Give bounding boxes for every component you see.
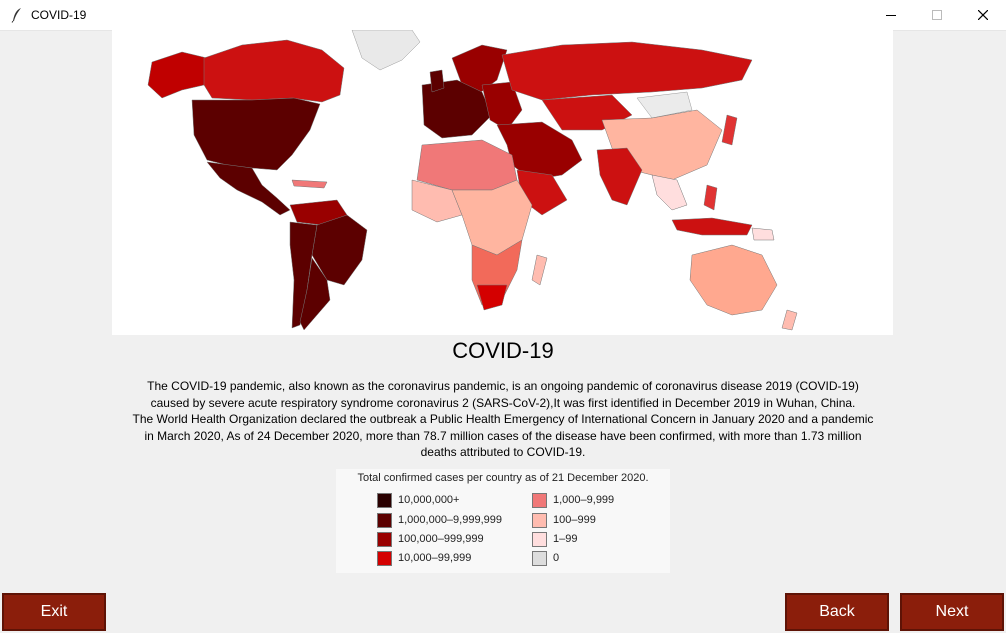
legend-swatch [377,513,392,528]
usa [191,97,321,171]
legend-title: Total confirmed cases per country as of … [357,472,649,484]
mongolia [636,91,693,119]
close-icon [978,10,988,20]
legend-swatch [532,513,547,528]
mexico [206,161,291,216]
back-button[interactable]: Back [785,593,889,631]
western-europe [421,79,493,139]
close-button[interactable] [960,0,1006,30]
description-line: The World Health Organization declared t… [132,412,874,426]
southeast-asia [651,174,688,211]
description-line: deaths attributed to COVID-19. [420,445,586,459]
argentina [299,257,331,331]
brazil [311,214,368,286]
legend-swatch [532,532,547,547]
uk [429,69,445,93]
legend-swatch [532,493,547,508]
japan [721,114,738,146]
minimize-button[interactable] [868,0,914,30]
caribbean [291,179,328,189]
description-line: in March 2020, As of 24 December 2020, m… [144,428,862,443]
world-map [147,30,798,331]
peru-chile [289,221,318,329]
window-title: COVID-19 [31,8,87,22]
canada [203,39,345,103]
legend-swatch [532,551,547,566]
india [596,147,643,206]
west-africa [411,179,463,223]
legend-label: 1,000–9,999 [553,494,615,506]
legend-swatch [377,551,392,566]
eastern-europe [481,81,523,131]
title-bar: COVID-19 [0,0,1006,31]
page-title: COVID-19 [452,338,554,363]
description-text: The COVID-19 pandemic, also known as the… [100,378,906,461]
legend-swatch [377,532,392,547]
legend-label: 1,000,000–9,999,999 [398,514,502,526]
description-line: caused by severe acute respiratory syndr… [150,395,856,410]
exit-button[interactable]: Exit [2,593,106,631]
map-legend: Total confirmed cases per country as of … [336,469,670,573]
maximize-button[interactable] [914,0,960,30]
legend-label: 10,000,000+ [398,494,460,506]
feather-icon [11,8,21,23]
alaska [147,51,208,99]
description-line: The COVID-19 pandemic, also known as the… [147,379,859,393]
legend-label: 10,000–99,999 [398,552,472,564]
madagascar [531,254,548,286]
legend-label: 100,000–999,999 [398,533,484,545]
papua [751,227,775,241]
legend-swatch [377,493,392,508]
australia [689,244,778,316]
philippines [703,184,718,211]
world-map-image [112,30,893,335]
greenland [351,30,421,71]
legend-label: 100–999 [553,514,596,526]
next-button[interactable]: Next [900,593,1004,631]
minimize-icon [886,15,896,16]
north-africa [416,139,518,191]
indonesia [671,217,753,236]
legend-label: 1–99 [553,533,578,545]
maximize-icon [932,10,942,20]
south-africa [476,284,508,311]
russia [501,41,753,101]
new-zealand [781,309,798,331]
legend-label: 0 [553,552,560,564]
middle-east [496,121,583,181]
